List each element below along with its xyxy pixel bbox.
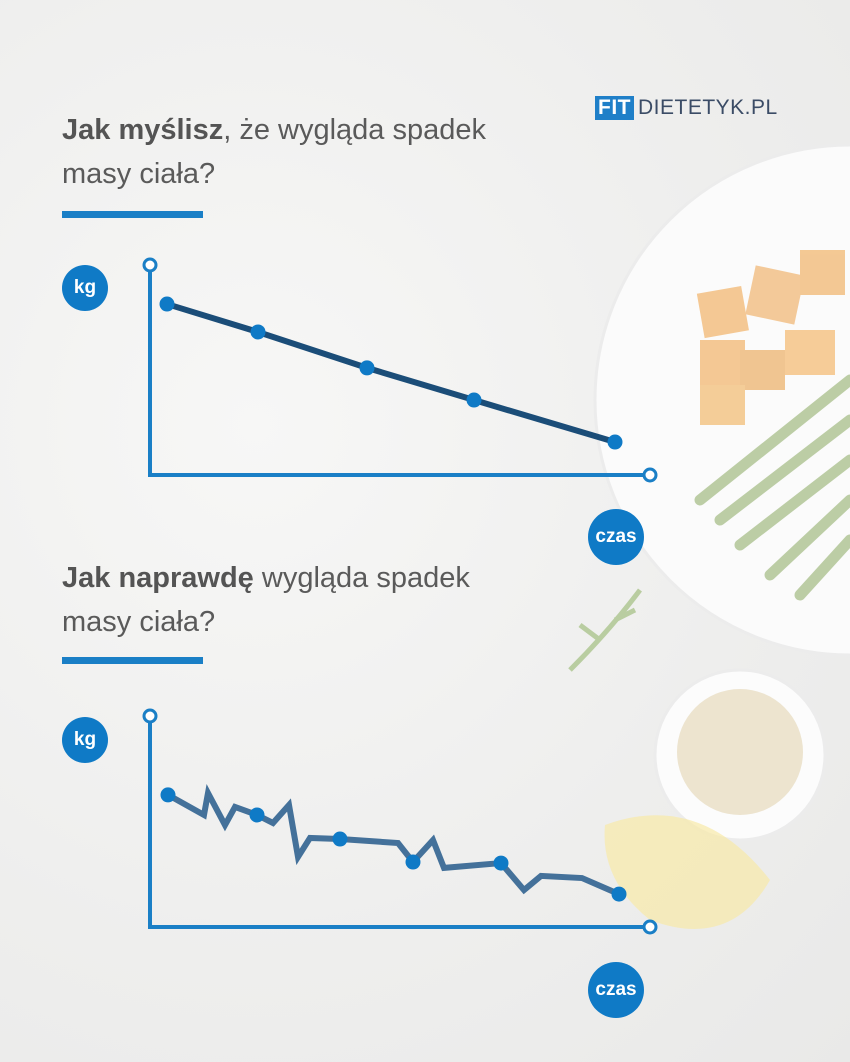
- title-bold: Jak naprawdę: [62, 562, 254, 594]
- kg-axis-label: kg: [62, 265, 108, 311]
- logo-fit: FIT: [595, 96, 634, 120]
- czas-axis-label: czas: [588, 509, 644, 565]
- title-underline: [62, 211, 203, 218]
- section1-title: Jak myślisz, że wygląda spadek masy ciał…: [62, 108, 486, 196]
- y-axis-end-circle: [142, 708, 158, 724]
- data-point: [159, 296, 175, 312]
- y-axis-end-circle: [142, 257, 158, 273]
- czas-axis-label: czas: [588, 962, 644, 1018]
- title-line2: masy ciała?: [62, 606, 216, 638]
- fitdietetyk-logo: FIT DIETETYK.PL: [595, 96, 778, 120]
- title-underline: [62, 657, 203, 664]
- title-bold: Jak myślisz: [62, 114, 224, 146]
- data-point: [249, 807, 265, 823]
- data-point: [405, 854, 421, 870]
- data-point: [611, 886, 627, 902]
- data-point: [160, 787, 176, 803]
- title-rest: , że wygląda spadek: [223, 114, 487, 146]
- kg-axis-label: kg: [62, 717, 108, 763]
- title-line2: masy ciała?: [62, 158, 216, 190]
- data-point: [493, 855, 509, 871]
- series-line: [166, 301, 616, 445]
- x-axis-end-circle: [642, 919, 658, 935]
- data-point: [250, 324, 266, 340]
- x-axis-end-circle: [642, 467, 658, 483]
- logo-rest: DIETETYK.PL: [638, 96, 778, 119]
- data-point: [607, 434, 623, 450]
- title-rest: wygląda spadek: [253, 562, 470, 594]
- data-point: [332, 831, 348, 847]
- data-point: [359, 360, 375, 376]
- section2-title: Jak naprawdę wygląda spadek masy ciała?: [62, 556, 470, 644]
- data-point: [466, 392, 482, 408]
- series-line: [166, 783, 621, 897]
